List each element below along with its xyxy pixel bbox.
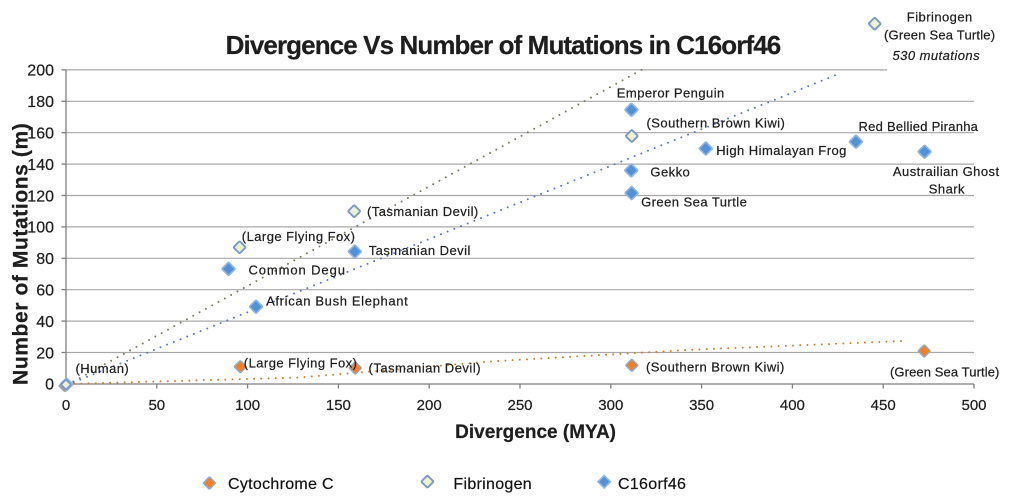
svg-text:200: 200 (417, 397, 442, 414)
svg-text:(Green Sea Turtle): (Green Sea Turtle) (884, 28, 995, 43)
svg-text:500: 500 (961, 397, 986, 414)
svg-text:C16orf46: C16orf46 (618, 476, 686, 493)
svg-text:Fibrinogen: Fibrinogen (453, 476, 532, 493)
svg-text:Number of Mutations (m): Number of Mutations (m) (10, 123, 33, 385)
svg-text:200: 200 (27, 63, 54, 80)
svg-text:Divergence Vs Number of Mutati: Divergence Vs Number of Mutations in C16… (226, 30, 781, 60)
svg-text:160: 160 (27, 126, 54, 143)
svg-text:100: 100 (235, 397, 260, 414)
svg-text:Emperor Penguin: Emperor Penguin (617, 86, 725, 101)
svg-text:100: 100 (27, 220, 54, 237)
svg-text:80: 80 (36, 251, 54, 268)
svg-text:350: 350 (689, 397, 714, 414)
svg-text:140: 140 (27, 157, 54, 174)
svg-text:(Tasmanian Devil): (Tasmanian Devil) (367, 204, 479, 219)
svg-text:African Bush Elephant: African Bush Elephant (266, 294, 408, 309)
svg-text:(Tasmanian Devil): (Tasmanian Devil) (369, 361, 482, 376)
svg-text:High Himalayan Frog: High Himalayan Frog (716, 143, 847, 158)
svg-text:Tasmanian Devil: Tasmanian Devil (369, 243, 471, 258)
svg-text:300: 300 (598, 397, 623, 414)
svg-text:(Southern Brown Kiwi): (Southern Brown Kiwi) (647, 116, 786, 131)
svg-text:(Human): (Human) (76, 361, 130, 376)
svg-text:120: 120 (27, 188, 54, 205)
svg-text:40: 40 (36, 314, 54, 331)
svg-text:(Green Sea Turtle): (Green Sea Turtle) (890, 365, 999, 380)
svg-text:180: 180 (27, 94, 54, 111)
svg-text:Fibrinogen: Fibrinogen (907, 9, 973, 24)
svg-text:Gekko: Gekko (650, 165, 690, 180)
svg-text:Divergence (MYA): Divergence (MYA) (455, 422, 616, 443)
svg-text:Green Sea Turtle: Green Sea Turtle (641, 194, 747, 209)
svg-text:60: 60 (36, 283, 54, 300)
svg-text:450: 450 (871, 397, 896, 414)
svg-text:530 mutations: 530 mutations (893, 48, 981, 63)
svg-text:20: 20 (36, 345, 54, 362)
svg-text:(Southern Brown Kiwi): (Southern Brown Kiwi) (646, 360, 785, 375)
svg-text:150: 150 (326, 397, 351, 414)
svg-text:Shark: Shark (929, 182, 965, 197)
svg-text:Cytochrome C: Cytochrome C (228, 476, 334, 493)
svg-text:Red Bellied Piranha: Red Bellied Piranha (859, 119, 979, 134)
svg-text:(Large Flying Fox): (Large Flying Fox) (244, 356, 358, 371)
svg-text:400: 400 (780, 397, 805, 414)
svg-text:Austrailian Ghost: Austrailian Ghost (893, 164, 1000, 179)
svg-text:0: 0 (62, 397, 70, 414)
svg-text:Common Degu: Common Degu (249, 263, 346, 278)
svg-text:250: 250 (507, 397, 532, 414)
svg-text:50: 50 (148, 397, 165, 414)
svg-text:0: 0 (45, 377, 54, 394)
svg-text:(Large Flying Fox): (Large Flying Fox) (242, 229, 356, 244)
